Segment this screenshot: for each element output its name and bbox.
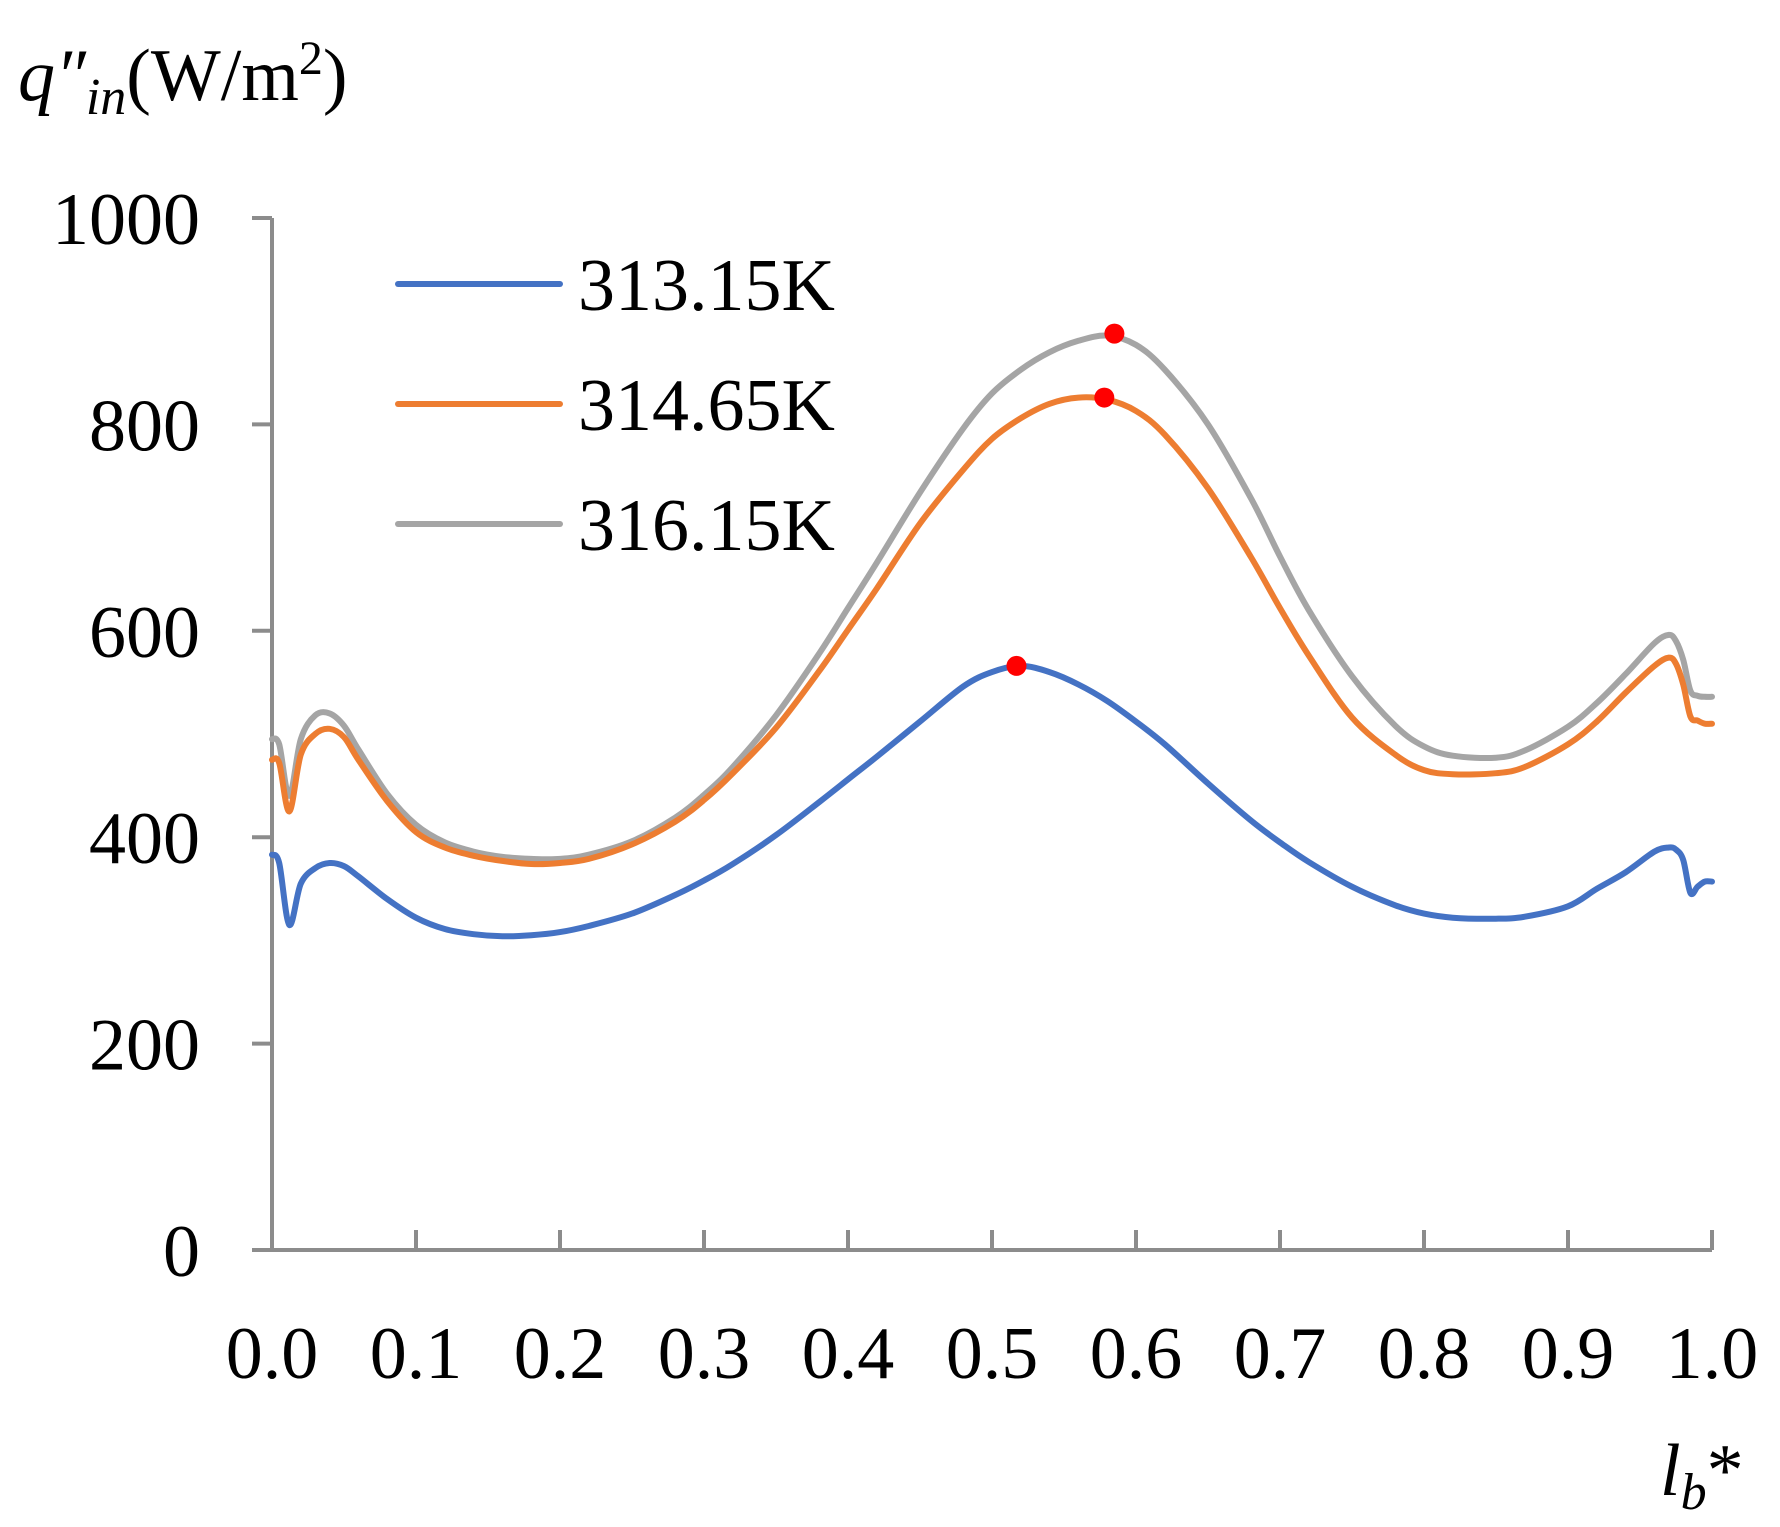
- x-tick-label: 1.0: [1666, 1313, 1759, 1395]
- y-axis-title: q″in(W/m2): [18, 32, 348, 126]
- y-tick-label: 1000: [52, 179, 200, 261]
- x-tick-label: 0.4: [802, 1313, 895, 1395]
- y-tick-label: 600: [89, 592, 200, 674]
- legend-label: 314.65K: [578, 365, 835, 447]
- x-tick-label: 0.6: [1090, 1313, 1183, 1395]
- series-line-313-15K: [269, 662, 1715, 940]
- axes: 0 200 400 600 800 1000 0.0 0.1 0.2 0.3 0.4 0.5 0.6 0.…: [52, 179, 1758, 1395]
- legend-label: 316.15K: [578, 485, 835, 567]
- series-lines: [269, 332, 1715, 940]
- peak-markers: [1006, 323, 1125, 676]
- x-tick-label: 0.9: [1522, 1313, 1615, 1395]
- series-line-314-65K: [269, 394, 1715, 868]
- x-axis-symbol: l: [1660, 1430, 1681, 1512]
- x-axis-subscript: b: [1681, 1464, 1707, 1521]
- y-tick-label: 0: [163, 1211, 200, 1293]
- x-axis-suffix: *: [1707, 1430, 1744, 1512]
- y-axis-unit-sup: 2: [299, 32, 323, 85]
- peak-marker-313-15K: [1006, 655, 1027, 676]
- x-tick-label: 0.5: [946, 1313, 1039, 1395]
- y-tick-label: 800: [89, 385, 200, 467]
- x-axis-title: lb*: [1660, 1430, 1744, 1521]
- y-axis-unit-close: ): [323, 35, 348, 117]
- x-tick-label: 0.8: [1378, 1313, 1471, 1395]
- x-tick-label: 0.1: [370, 1313, 463, 1395]
- legend-label: 313.15K: [578, 245, 835, 327]
- y-tick-label: 200: [89, 1005, 200, 1087]
- peak-marker-314-65K: [1094, 387, 1115, 408]
- y-axis-prime: ″: [55, 35, 87, 117]
- x-tick-label: 0.3: [658, 1313, 751, 1395]
- x-tick-label: 0.2: [514, 1313, 607, 1395]
- y-axis-unit-open: (W/m: [126, 35, 299, 117]
- y-axis-symbol: q: [18, 35, 55, 117]
- legend: 313.15K 314.65K 316.15K: [395, 245, 835, 567]
- x-tick-label: 0.0: [226, 1313, 319, 1395]
- series-line-316-15K: [269, 332, 1715, 863]
- y-axis-subscript: in: [86, 69, 126, 126]
- peak-marker-316-15K: [1104, 323, 1125, 344]
- y-tick-label: 400: [89, 798, 200, 880]
- x-tick-label: 0.7: [1234, 1313, 1327, 1395]
